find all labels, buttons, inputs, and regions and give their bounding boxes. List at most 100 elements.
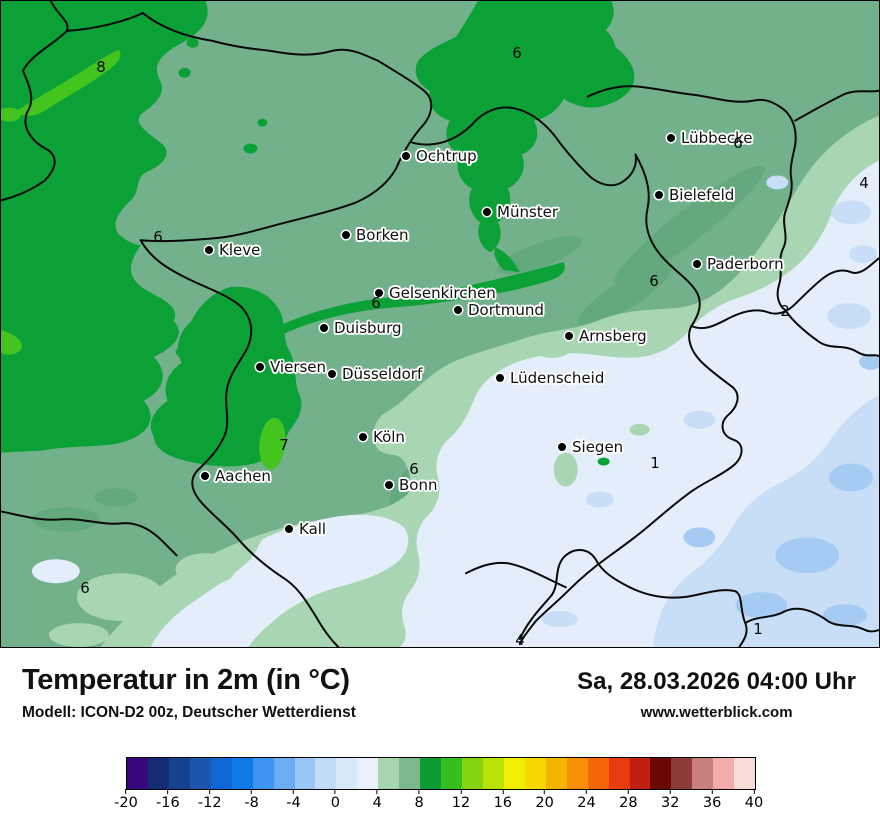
colorbar-segment <box>252 758 274 789</box>
colorbar-tick: 24 <box>577 789 596 811</box>
region-bright-streak-aachen <box>259 417 286 470</box>
region-bright-left-low <box>1 329 22 355</box>
tick-mark <box>711 789 713 794</box>
border-line <box>464 561 567 589</box>
city-dot-icon <box>483 208 491 216</box>
city-label: Duisburg <box>334 319 402 337</box>
city-dot-icon <box>285 525 293 533</box>
border-line <box>586 85 797 312</box>
border-line <box>784 309 879 357</box>
extreme-value-label: 6 <box>733 134 743 152</box>
colorbar-tick: -12 <box>198 789 222 811</box>
city-dot-icon <box>320 324 328 332</box>
colorbar-segment <box>692 758 714 789</box>
city-dot-icon <box>342 231 350 239</box>
colorbar-segment <box>315 758 337 789</box>
region-midblue-patches <box>683 353 879 627</box>
region-bright-left-edge <box>1 107 21 122</box>
colorbar-segment <box>357 758 379 789</box>
city-marker: Lüdenscheid <box>496 369 604 387</box>
region-pale-pockets-southwest <box>31 559 254 630</box>
city-dot-icon <box>328 370 336 378</box>
city-label: Lüdenscheid <box>510 369 605 387</box>
colorbar-tick-label: 40 <box>744 795 764 811</box>
colorbar-segment <box>713 758 735 789</box>
city-marker: Kall <box>285 520 326 538</box>
colorbar-segment <box>587 758 609 789</box>
city-label: Kleve <box>219 241 261 259</box>
city-label: Dortmund <box>468 301 544 319</box>
city-marker: Viersen <box>256 358 326 376</box>
city-label: Paderborn <box>707 255 784 273</box>
colorbar-tick: 36 <box>703 789 721 811</box>
colorbar-tick-label: 0 <box>330 795 340 811</box>
city-label: Bielefeld <box>669 186 735 204</box>
city-label: Gelsenkirchen <box>389 284 496 302</box>
region-green-northwest <box>1 1 208 453</box>
region-lightblue-southeast <box>653 394 879 647</box>
city-marker: Ochtrup <box>402 147 477 165</box>
tick-mark <box>376 789 378 794</box>
colorbar-tick-label: 12 <box>451 795 471 811</box>
colorbar-segment <box>524 758 546 789</box>
extreme-value-label: 1 <box>650 454 660 472</box>
colorbar-tick-label: -20 <box>114 795 138 811</box>
colorbar-tick: 16 <box>494 789 512 811</box>
colorbar-tick-label: -4 <box>286 795 301 811</box>
city-label: Köln <box>373 428 405 446</box>
tick-mark <box>460 789 462 794</box>
region-green-ruhr-band <box>262 262 565 344</box>
colorbar-tick: -16 <box>156 789 180 811</box>
colorbar-tick-label: 20 <box>535 795 554 811</box>
colorbar-segment <box>734 758 756 789</box>
colorbar-ticks: -20 -16 -12 -8 -4 0 4 8 12 16 20 24 28 32 36 40 <box>114 789 763 817</box>
city-dot-icon <box>496 374 504 382</box>
tick-mark <box>753 789 755 794</box>
extreme-value-label: 6 <box>409 460 419 478</box>
city-dot-icon <box>454 306 462 314</box>
extreme-value-label: 6 <box>512 44 522 62</box>
colorbar-segment <box>650 758 672 789</box>
border-line <box>139 239 340 647</box>
colorbar-tick: -4 <box>286 789 301 811</box>
colorbar <box>126 757 756 790</box>
map-footer: Temperatur in 2m (in °C) Modell: ICON-D2… <box>0 648 880 830</box>
region-green-ruhr-spur <box>494 247 520 273</box>
extreme-value-label: 8 <box>96 58 106 76</box>
website-url: www.wetterblick.com <box>640 704 793 721</box>
temperature-map: Ochtrup Lübbecke Münster Bielefeld Borken Kle… <box>0 0 880 648</box>
colorbar-segment <box>189 758 211 789</box>
extreme-value-label: 6 <box>371 294 381 312</box>
extreme-value-label: 6 <box>649 272 659 290</box>
map-shading-svg <box>1 1 879 647</box>
tick-mark <box>586 789 588 794</box>
colorbar-segment <box>336 758 358 789</box>
region-green-viersen-aachen <box>150 286 302 467</box>
region-mint-specks <box>48 336 650 647</box>
tick-mark <box>167 789 169 794</box>
city-label: Bonn <box>399 476 438 494</box>
city-marker: Borken <box>342 226 409 244</box>
extreme-value-label: 4 <box>515 631 525 648</box>
border-line <box>518 153 743 646</box>
city-label: Düsseldorf <box>342 365 423 383</box>
city-marker: Aachen <box>201 467 271 485</box>
tick-mark <box>627 789 629 794</box>
tick-mark <box>669 789 671 794</box>
colorbar-tick: 20 <box>535 789 554 811</box>
colorbar-segment <box>545 758 567 789</box>
colorbar-tick-label: 24 <box>577 795 596 811</box>
colorbar-tick: 40 <box>745 789 763 811</box>
footer-right-block: Sa, 28.03.2026 04:00 Uhr www.wetterblick… <box>577 668 856 721</box>
tick-mark <box>502 789 504 794</box>
extreme-value-label: 1 <box>753 620 763 638</box>
colorbar-tick: 0 <box>331 789 340 811</box>
city-dot-icon <box>402 152 410 160</box>
city-dot-icon <box>201 472 209 480</box>
city-label: Aachen <box>215 467 271 485</box>
colorbar-segment <box>399 758 421 789</box>
colorbar-segment <box>482 758 504 789</box>
colorbar-segment <box>127 758 148 789</box>
colorbar-segment <box>462 758 483 789</box>
